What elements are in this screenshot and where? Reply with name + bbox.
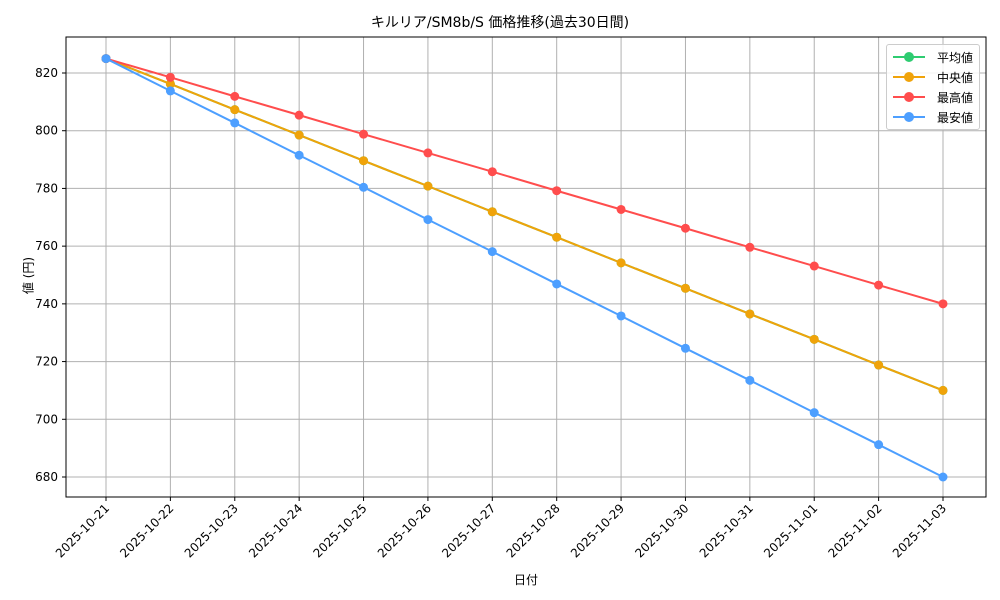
data-point-marker xyxy=(938,385,948,395)
data-point-marker xyxy=(487,247,497,257)
data-point-marker xyxy=(809,334,819,344)
y-tick-label: 800 xyxy=(35,124,58,138)
data-point-marker xyxy=(616,258,626,268)
legend-label: 平均値 xyxy=(937,50,974,65)
x-axis-label: 日付 xyxy=(513,573,538,587)
data-point-marker xyxy=(938,299,948,309)
data-point-marker xyxy=(423,215,433,225)
data-point-marker xyxy=(680,283,690,293)
legend-item-max: 最高値 xyxy=(893,88,973,106)
data-point-marker xyxy=(165,72,175,82)
data-point-marker xyxy=(616,311,626,321)
data-point-marker xyxy=(294,110,304,120)
legend: 平均値 中央値 最高値 最安値 xyxy=(886,44,980,130)
x-tick-label: 2025-10-29 xyxy=(568,501,627,560)
data-point-marker xyxy=(294,150,304,160)
y-tick-label: 700 xyxy=(35,412,58,426)
data-point-marker xyxy=(487,167,497,177)
chart-title: キルリア/SM8b/S 価格推移(過去30日間) xyxy=(370,15,630,31)
legend-item-median: 中央値 xyxy=(893,68,973,86)
data-point-marker xyxy=(874,360,884,370)
legend-label: 最高値 xyxy=(937,90,974,105)
data-point-marker xyxy=(294,130,304,140)
legend-label: 最安値 xyxy=(937,110,974,125)
data-point-marker xyxy=(874,440,884,450)
x-tick-label: 2025-10-25 xyxy=(310,501,369,560)
legend-marker-icon xyxy=(893,71,925,83)
y-tick-label: 720 xyxy=(35,355,58,369)
series-line xyxy=(105,57,944,478)
x-tick-label: 2025-10-28 xyxy=(504,501,563,560)
data-point-marker xyxy=(101,54,111,64)
data-point-marker xyxy=(552,186,562,196)
data-point-marker xyxy=(552,232,562,242)
data-point-marker xyxy=(230,91,240,101)
x-tick-label: 2025-10-31 xyxy=(697,501,756,560)
y-axis-label: 値 (円) xyxy=(21,256,36,295)
x-tick-label: 2025-10-30 xyxy=(632,501,691,560)
data-point-marker xyxy=(745,309,755,319)
x-tick-label: 2025-10-27 xyxy=(439,501,498,560)
legend-item-average: 平均値 xyxy=(893,48,973,66)
data-point-marker xyxy=(359,156,369,166)
series-line xyxy=(105,57,944,305)
x-tick-label: 2025-11-01 xyxy=(761,501,820,560)
data-point-marker xyxy=(487,207,497,217)
x-tick-label: 2025-10-24 xyxy=(246,501,305,560)
data-point-marker xyxy=(359,129,369,139)
data-point-marker xyxy=(616,204,626,214)
data-point-marker xyxy=(809,261,819,271)
data-point-marker xyxy=(938,472,948,482)
x-tick-label: 2025-10-23 xyxy=(182,501,241,560)
legend-marker-icon xyxy=(893,91,925,103)
data-point-marker xyxy=(230,118,240,128)
data-point-marker xyxy=(809,408,819,418)
data-point-marker xyxy=(165,86,175,96)
legend-marker-icon xyxy=(893,111,925,123)
data-point-marker xyxy=(680,343,690,353)
y-tick-label: 740 xyxy=(35,297,58,311)
y-tick-label: 780 xyxy=(35,181,58,195)
data-point-marker xyxy=(552,279,562,289)
data-point-marker xyxy=(680,223,690,233)
x-tick-label: 2025-11-03 xyxy=(890,501,949,560)
y-tick-label: 760 xyxy=(35,239,58,253)
x-tick-label: 2025-11-02 xyxy=(826,501,885,560)
data-point-marker xyxy=(423,181,433,191)
axes-frame xyxy=(65,36,987,498)
data-point-marker xyxy=(745,375,755,385)
data-point-marker xyxy=(874,280,884,290)
x-tick-label: 2025-10-21 xyxy=(53,501,112,560)
x-tick-label: 2025-10-22 xyxy=(117,501,176,560)
data-point-marker xyxy=(745,242,755,252)
y-tick-label: 680 xyxy=(35,470,58,484)
data-point-marker xyxy=(359,182,369,192)
data-point-marker xyxy=(230,105,240,115)
data-point-marker xyxy=(165,79,175,89)
legend-marker-icon xyxy=(893,51,925,63)
legend-item-min: 最安値 xyxy=(893,108,973,126)
x-tick-label: 2025-10-26 xyxy=(375,501,434,560)
legend-label: 中央値 xyxy=(937,70,974,85)
data-point-marker xyxy=(423,148,433,158)
series-line xyxy=(105,57,944,392)
y-tick-label: 820 xyxy=(35,66,58,80)
